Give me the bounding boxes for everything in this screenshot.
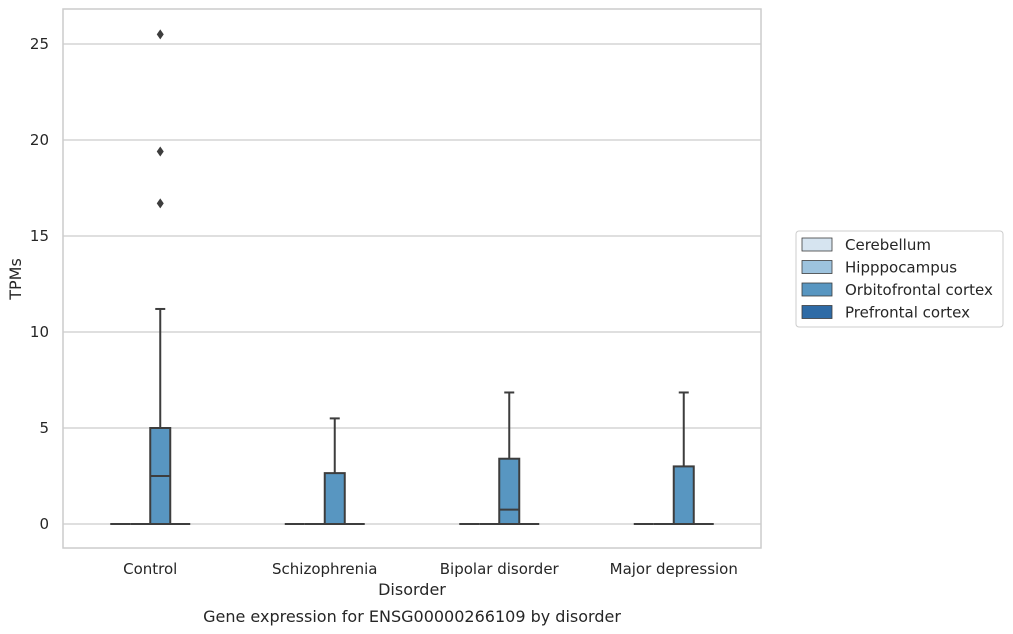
y-tick-label: 0 <box>39 515 49 533</box>
x-tick-label: Bipolar disorder <box>440 560 560 578</box>
legend-swatch <box>801 305 833 319</box>
box <box>323 417 346 525</box>
chart-title: Gene expression for ENSG00000266109 by d… <box>203 607 621 626</box>
legend-swatch <box>801 237 833 252</box>
box <box>498 391 521 525</box>
y-tick-label: 10 <box>30 323 49 341</box>
box-body <box>498 457 521 525</box>
plot-area-frame <box>62 8 762 549</box>
legend-frame <box>795 230 1004 328</box>
box-groups <box>110 29 714 525</box>
legend-label: Orbitofrontal cortex <box>845 281 993 299</box>
y-tick-label: 5 <box>39 419 49 437</box>
legend: Cerebellum Hipppocampus Orbitofrontal cort… <box>795 230 1004 328</box>
box <box>672 391 695 525</box>
y-tick-label: 25 <box>30 35 49 53</box>
x-tick-label: Schizophrenia <box>272 560 377 578</box>
outlier-point <box>156 198 164 209</box>
category-group <box>459 391 540 525</box>
y-tick-label: 20 <box>30 131 49 149</box>
legend-label: Hipppocampus <box>845 259 957 277</box>
outlier-point <box>156 146 164 157</box>
legend-label: Prefrontal cortex <box>845 304 970 322</box>
legend-swatch <box>801 260 833 274</box>
category-group <box>284 417 365 525</box>
plot-area-background <box>63 9 761 548</box>
y-tick-label: 15 <box>30 227 49 245</box>
x-tick-label: Major depression <box>610 560 738 578</box>
legend-swatch <box>801 282 833 297</box>
category-group <box>110 29 191 525</box>
box <box>149 29 172 525</box>
box-body <box>672 465 695 525</box>
outlier-point <box>156 29 164 40</box>
legend-label: Cerebellum <box>845 236 931 254</box>
x-axis-ticks: Control Schizophrenia Bipolar disorder Majo… <box>123 560 738 578</box>
x-axis-label: Disorder <box>378 580 446 599</box>
x-tick-label: Control <box>123 560 177 578</box>
box-body <box>323 472 346 525</box>
y-axis-label: TPMs <box>6 258 25 301</box>
category-group <box>633 391 714 525</box>
y-axis-ticks: 0 5 10 15 20 25 <box>30 35 49 533</box>
